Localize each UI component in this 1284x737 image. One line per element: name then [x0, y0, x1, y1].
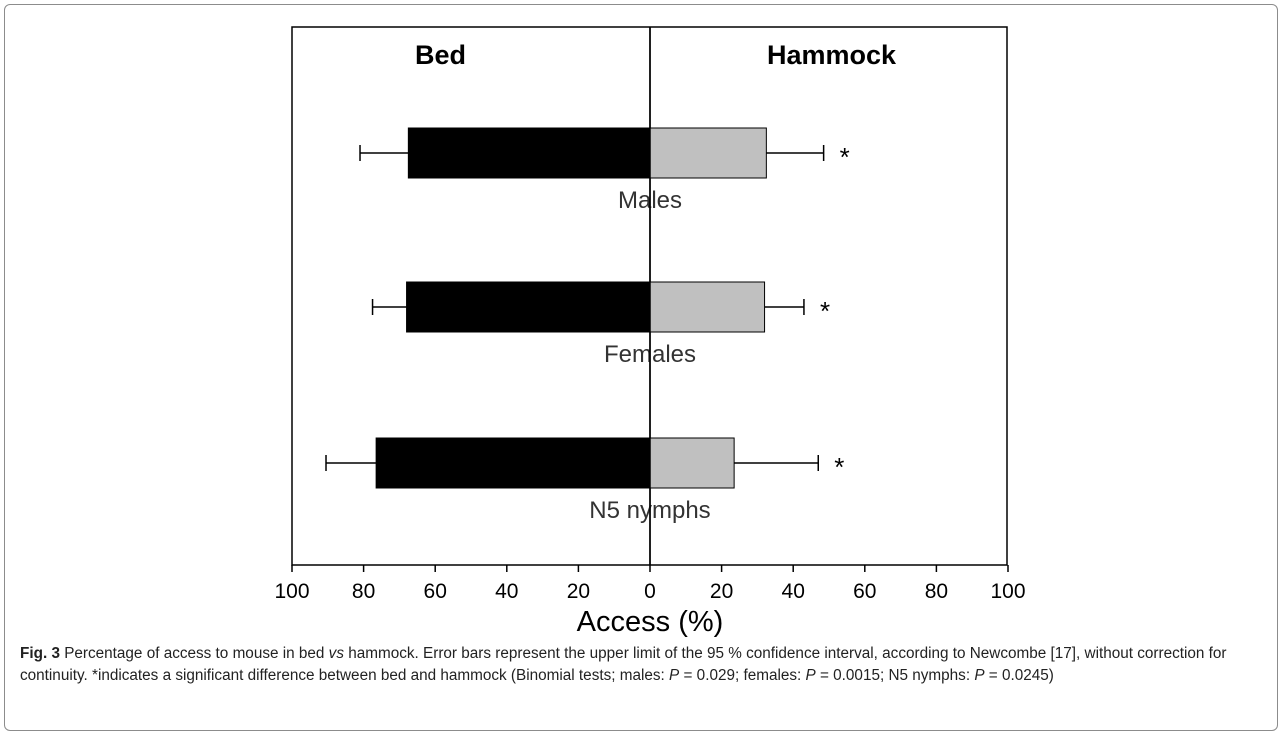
x-tick-label: 60: [853, 580, 876, 603]
x-axis-title: Access (%): [577, 606, 724, 638]
x-tick-label: 80: [352, 580, 375, 603]
x-tick-label: 80: [925, 580, 948, 603]
figure-caption: Fig. 3 Percentage of access to mouse in …: [20, 643, 1260, 687]
side-label-hammock: Hammock: [767, 40, 897, 70]
caption-text-1: Percentage of access to mouse in bed: [59, 645, 329, 662]
x-tick-label: 100: [274, 580, 309, 603]
x-tick-label: 40: [495, 580, 518, 603]
x-tick-label: 100: [990, 580, 1025, 603]
bar-bed-males: [407, 127, 651, 179]
caption-text-2: hammock. Error bars represent the upper …: [20, 645, 1227, 684]
x-tick-label: 20: [710, 580, 733, 603]
caption-p-symbol: P: [805, 667, 816, 684]
caption-vs: vs: [328, 645, 344, 662]
figure-frame: [4, 4, 1278, 731]
x-axis-ticks: 100 80 60 40 20 0 20 40 60 80 100: [274, 565, 1026, 603]
bar-bed-n5-nymphs: [375, 437, 651, 489]
caption-p-symbol: P: [974, 667, 985, 684]
side-label-bed: Bed: [415, 40, 466, 70]
significance-marker-n5-nymphs: *: [834, 452, 844, 482]
significance-marker-males: *: [840, 142, 850, 172]
x-tick-label: 20: [567, 580, 590, 603]
caption-females-p: = 0.0015; N5 nymphs:: [815, 667, 975, 684]
x-tick-label: 0: [644, 580, 656, 603]
significance-marker-females: *: [820, 296, 830, 326]
caption-figure-label: Fig. 3: [20, 645, 60, 662]
x-tick-label: 40: [782, 580, 805, 603]
bar-hammock-females: [649, 281, 766, 333]
caption-nymphs-p: = 0.0245): [984, 667, 1054, 684]
bar-chart: Bed Hammock *Males*Females*N5 nymphs 100…: [274, 26, 1026, 638]
caption-p-symbol: P: [669, 667, 680, 684]
x-tick-label: 60: [424, 580, 447, 603]
caption-males-p: = 0.029; females:: [679, 667, 806, 684]
bar-hammock-males: [649, 127, 767, 179]
bar-hammock-n5-nymphs: [649, 437, 735, 489]
bar-bed-females: [406, 281, 651, 333]
chart-marks: *Males*Females*N5 nymphs: [325, 27, 850, 565]
